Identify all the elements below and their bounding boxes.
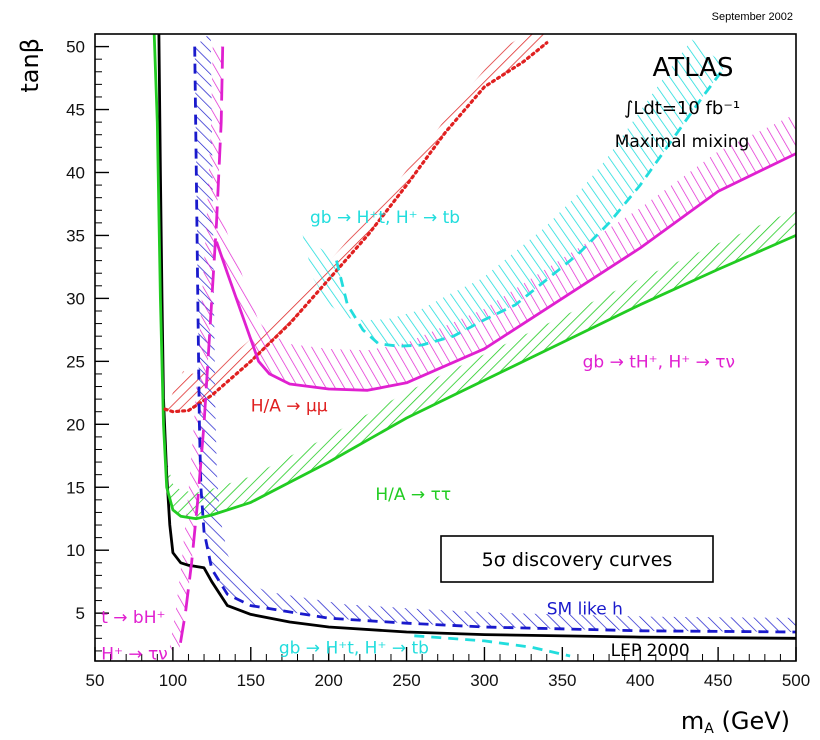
series-5-line (193, 46, 796, 634)
experiment-label: ATLAS (652, 53, 733, 83)
annotation-0: gb → H⁺t, H⁺ → tb (310, 208, 460, 228)
x-tick-label: 100 (159, 671, 187, 690)
x-tick-label: 300 (470, 671, 498, 690)
y-tick-label: 5 (76, 604, 85, 623)
band-tb (302, 39, 726, 347)
x-tick-label: 250 (392, 671, 420, 690)
x-axis-title: mA (GeV) (681, 707, 790, 737)
x-axis-title-main: m (681, 707, 704, 735)
luminosity-label: ∫Ldt=10 fb⁻¹ (624, 98, 740, 119)
annotation-6: t → bH⁺ (101, 608, 165, 628)
annotation-1: gb → tH⁺, H⁺ → τν (583, 353, 735, 373)
series-1-line (152, 34, 796, 521)
y-tick-label: 20 (66, 415, 85, 434)
x-tick-label: 350 (548, 671, 576, 690)
band-tautau (154, 34, 796, 519)
y-axis: 5 10 15 20 25 30 35 40 45 50 (66, 33, 109, 652)
annotation-7: H⁺ → τν (101, 645, 168, 665)
y-tick-label: 40 (66, 163, 85, 182)
date-stamp: September 2002 (712, 11, 793, 23)
annotation-3: H/A → ττ (375, 485, 451, 505)
x-tick-label: 50 (86, 671, 105, 690)
y-tick-label: 15 (66, 478, 85, 497)
scenario-label: Maximal mixing (615, 132, 750, 152)
uncertainty-bands (154, 34, 796, 651)
discovery-box (440, 535, 714, 583)
series-4-line (335, 64, 728, 348)
y-tick-label: 50 (66, 38, 85, 57)
y-tick-label: 25 (66, 352, 85, 371)
y-tick-label: 35 (66, 226, 85, 245)
band-lowtnu (169, 46, 223, 651)
x-tick-label: 200 (314, 671, 342, 690)
y-tick-label: 45 (66, 101, 85, 120)
band-tnu (216, 113, 796, 391)
series-7-line (414, 634, 571, 658)
curves (152, 34, 796, 658)
x-tick-label: 500 (782, 671, 810, 690)
series-3-line (215, 152, 796, 392)
y-axis-title: tanβ (16, 38, 44, 93)
annotation-5: LEP 2000 (611, 641, 690, 661)
y-tick-label: 30 (66, 289, 85, 308)
series-6-line (177, 46, 225, 652)
x-axis: 50 100 150 200 250 300 350 400 450 500 (86, 647, 810, 690)
y-tick-label: 10 (66, 541, 85, 560)
discovery-box-label: 5σ discovery curves (482, 549, 673, 571)
annotation-2: H/A → μμ (251, 397, 328, 417)
annotation-4: SM like h (547, 599, 623, 619)
plot-frame (94, 33, 797, 662)
annotation-8: gb → H⁺t, H⁺ → tb (279, 638, 429, 658)
x-tick-label: 450 (704, 671, 732, 690)
annotations: gb → H⁺t, H⁺ → tb gb → tH⁺, H⁺ → τν H/A → … (101, 208, 735, 665)
series-2-line (163, 41, 549, 414)
x-tick-label: 150 (237, 671, 265, 690)
x-axis-title-sub: A (704, 721, 714, 737)
x-axis-title-unit: (GeV) (714, 707, 790, 735)
x-tick-label: 400 (626, 671, 654, 690)
